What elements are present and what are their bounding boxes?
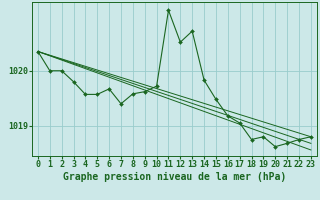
X-axis label: Graphe pression niveau de la mer (hPa): Graphe pression niveau de la mer (hPa) [63,172,286,182]
